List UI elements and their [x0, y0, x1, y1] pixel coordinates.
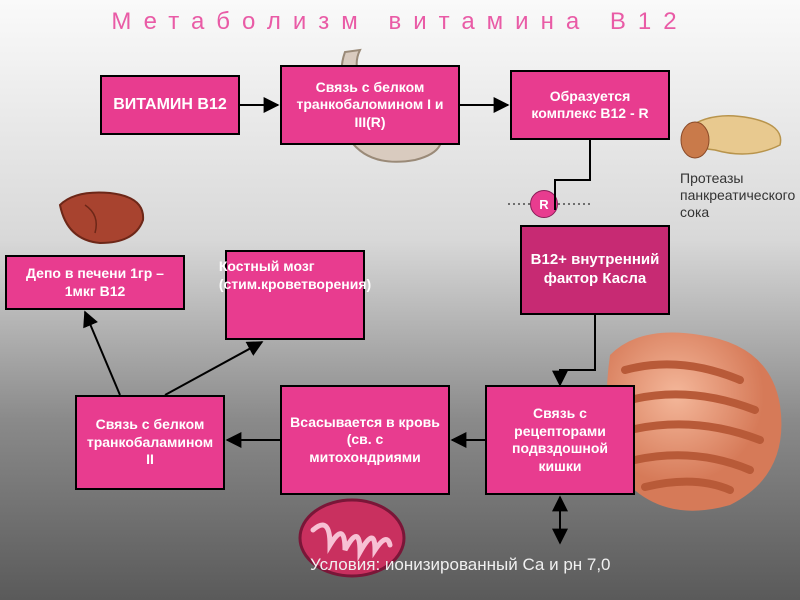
node-absorbed-blood: Всасывается в кровь (св. с митохондриями	[280, 385, 450, 495]
label-proteases: Протеазы панкреатического сока	[680, 170, 795, 220]
node-complex-b12-r: Образуется комплекс В12 - R	[510, 70, 670, 140]
r-badge: R	[530, 190, 558, 218]
node-intrinsic-factor: В12+ внутренний фактор Касла	[520, 225, 670, 315]
organ-liver	[55, 185, 150, 250]
page-title: Метаболизм витамина В12	[0, 8, 800, 36]
node-ileum-receptors: Связь с рецепторами подвздошной кишки	[485, 385, 635, 495]
node-bone-marrow: Костный мозг (стим.кроветворения)	[225, 250, 365, 340]
footer-conditions: Условия: ионизированный Са и рн 7,0	[310, 555, 611, 575]
node-bind-trancobalamin-2: Связь с белком транкобаламином II	[75, 395, 225, 490]
node-bind-trancobalamin-1-3: Связь с белком транкобаломином I и III(R…	[280, 65, 460, 145]
organ-pancreas	[680, 100, 790, 170]
node-liver-depot: Депо в печени 1гр – 1мкг В12	[5, 255, 185, 310]
node-vitamin-b12: ВИТАМИН В12	[100, 75, 240, 135]
